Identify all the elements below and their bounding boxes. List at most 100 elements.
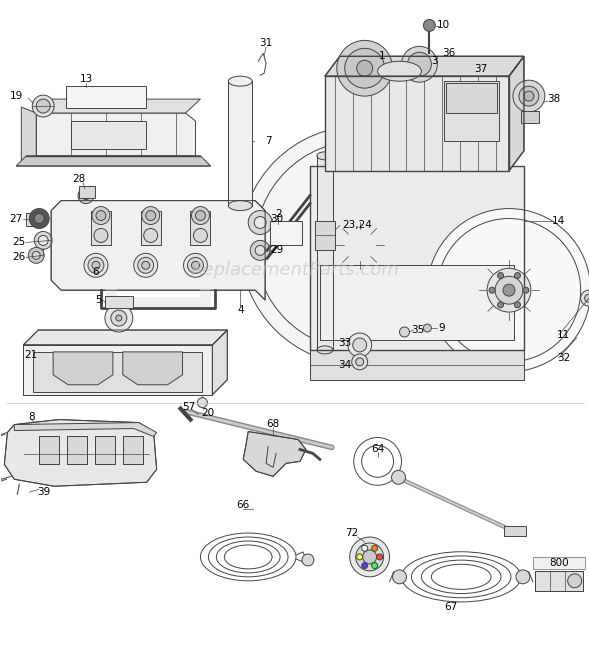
Ellipse shape — [317, 152, 333, 160]
Circle shape — [355, 240, 365, 250]
Circle shape — [240, 126, 479, 365]
Text: 4: 4 — [237, 305, 244, 315]
Text: 39: 39 — [38, 487, 51, 497]
Text: 67: 67 — [445, 602, 458, 612]
Polygon shape — [23, 330, 227, 345]
Text: 19: 19 — [9, 91, 23, 101]
Circle shape — [568, 574, 582, 588]
Polygon shape — [36, 99, 201, 113]
Bar — [123, 436, 143, 465]
Circle shape — [94, 228, 108, 242]
Circle shape — [32, 251, 40, 259]
Circle shape — [581, 290, 590, 306]
Circle shape — [198, 398, 208, 408]
Circle shape — [376, 554, 382, 560]
Text: 10: 10 — [437, 20, 450, 30]
Text: 25: 25 — [12, 238, 26, 248]
Circle shape — [188, 257, 204, 273]
Polygon shape — [17, 156, 211, 166]
Text: 5: 5 — [96, 295, 102, 305]
Text: 64: 64 — [371, 444, 384, 455]
Bar — [27, 213, 41, 226]
Bar — [315, 220, 335, 250]
Text: 31: 31 — [260, 38, 273, 48]
Bar — [123, 436, 143, 465]
Text: 35: 35 — [411, 325, 424, 335]
Circle shape — [585, 294, 590, 302]
Circle shape — [427, 209, 590, 372]
Circle shape — [345, 48, 385, 88]
Bar — [191, 211, 211, 246]
Bar — [39, 436, 59, 465]
Circle shape — [30, 209, 49, 228]
Bar — [79, 185, 95, 197]
Bar — [320, 265, 514, 340]
Circle shape — [402, 46, 437, 82]
Text: 3: 3 — [431, 56, 438, 66]
Circle shape — [105, 304, 133, 332]
Text: ReplacementParts.com: ReplacementParts.com — [191, 261, 399, 279]
Circle shape — [348, 333, 372, 357]
Bar — [446, 83, 497, 113]
Bar — [71, 121, 146, 149]
Text: 23,24: 23,24 — [342, 220, 372, 230]
Ellipse shape — [228, 201, 252, 211]
Polygon shape — [212, 330, 227, 395]
Polygon shape — [14, 422, 157, 436]
Bar — [310, 350, 524, 379]
Circle shape — [353, 338, 366, 352]
Text: 66: 66 — [237, 500, 250, 510]
Bar — [504, 526, 526, 536]
Text: 800: 800 — [549, 558, 569, 568]
Circle shape — [34, 232, 52, 249]
Bar — [105, 296, 133, 308]
Circle shape — [519, 86, 539, 106]
Circle shape — [513, 80, 545, 112]
Text: 36: 36 — [442, 48, 456, 58]
Bar — [535, 571, 583, 591]
Circle shape — [356, 543, 384, 571]
Circle shape — [183, 253, 208, 277]
Circle shape — [192, 207, 209, 224]
Text: 9: 9 — [438, 323, 445, 333]
Circle shape — [146, 211, 156, 220]
Circle shape — [32, 95, 54, 117]
Ellipse shape — [317, 346, 333, 354]
Bar — [270, 220, 302, 246]
Circle shape — [516, 570, 530, 584]
Circle shape — [84, 253, 108, 277]
Circle shape — [497, 273, 503, 279]
Bar — [39, 436, 59, 465]
Text: 21: 21 — [25, 350, 38, 360]
Circle shape — [514, 302, 520, 308]
Circle shape — [254, 216, 266, 228]
Circle shape — [357, 60, 373, 76]
Polygon shape — [4, 420, 157, 486]
Text: 32: 32 — [557, 353, 571, 363]
Polygon shape — [123, 352, 182, 385]
Circle shape — [92, 261, 100, 269]
Circle shape — [362, 562, 368, 568]
Polygon shape — [310, 166, 524, 350]
Text: 7: 7 — [265, 136, 271, 146]
Text: 27: 27 — [9, 214, 23, 224]
Text: 2: 2 — [275, 209, 281, 218]
Circle shape — [392, 471, 405, 484]
Circle shape — [134, 253, 158, 277]
Circle shape — [487, 269, 531, 312]
Polygon shape — [509, 56, 524, 171]
Circle shape — [335, 220, 385, 271]
Circle shape — [497, 302, 503, 308]
Bar — [33, 352, 202, 391]
Circle shape — [38, 236, 48, 246]
Circle shape — [345, 230, 375, 260]
Bar — [67, 436, 87, 465]
Circle shape — [192, 261, 199, 269]
Bar — [66, 86, 146, 108]
Text: 13: 13 — [80, 74, 93, 84]
Circle shape — [392, 570, 407, 584]
Circle shape — [195, 211, 205, 220]
Circle shape — [489, 287, 495, 293]
Circle shape — [250, 240, 270, 260]
Text: 34: 34 — [338, 360, 352, 370]
